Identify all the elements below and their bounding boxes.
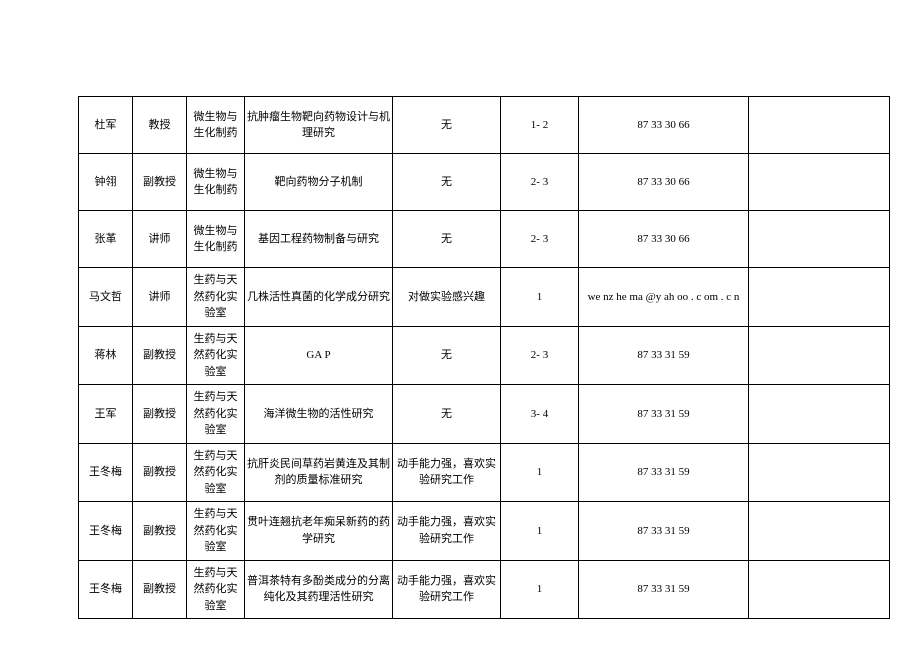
- cell-contact: 87 33 30 66: [579, 154, 749, 211]
- cell-contact: 87 33 31 59: [579, 502, 749, 561]
- cell-slots: 1: [501, 268, 579, 327]
- cell-note: [749, 154, 890, 211]
- cell-name: 王军: [79, 385, 133, 444]
- table-row: 王冬梅 副教授 生药与天然药化实验室 普洱茶特有多酚类成分的分离纯化及其药理活性…: [79, 560, 890, 619]
- cell-title: 副教授: [133, 154, 187, 211]
- cell-req: 动手能力强，喜欢实验研究工作: [393, 560, 501, 619]
- cell-name: 张革: [79, 211, 133, 268]
- cell-topic: 基因工程药物制备与研究: [245, 211, 393, 268]
- table-row: 王冬梅 副教授 生药与天然药化实验室 抗肝炎民间草药岩黄连及其制剂的质量标准研究…: [79, 443, 890, 502]
- cell-req: 动手能力强，喜欢实验研究工作: [393, 502, 501, 561]
- table-row: 蒋林 副教授 生药与天然药化实验室 GA P 无 2- 3 87 33 31 5…: [79, 326, 890, 385]
- cell-dept: 生药与天然药化实验室: [187, 443, 245, 502]
- cell-topic: 靶向药物分子机制: [245, 154, 393, 211]
- cell-note: [749, 268, 890, 327]
- cell-slots: 1: [501, 560, 579, 619]
- cell-req: 动手能力强，喜欢实验研究工作: [393, 443, 501, 502]
- table-row: 王冬梅 副教授 生药与天然药化实验室 贯叶连翘抗老年痴呆新药的药学研究 动手能力…: [79, 502, 890, 561]
- cell-contact: 87 33 31 59: [579, 443, 749, 502]
- cell-dept: 生药与天然药化实验室: [187, 268, 245, 327]
- table-row: 钟翎 副教授 微生物与生化制药 靶向药物分子机制 无 2- 3 87 33 30…: [79, 154, 890, 211]
- cell-slots: 1: [501, 502, 579, 561]
- cell-topic: 几株活性真菌的化学成分研究: [245, 268, 393, 327]
- cell-slots: 3- 4: [501, 385, 579, 444]
- cell-contact: 87 33 31 59: [579, 385, 749, 444]
- cell-topic: 普洱茶特有多酚类成分的分离纯化及其药理活性研究: [245, 560, 393, 619]
- cell-note: [749, 97, 890, 154]
- cell-req: 无: [393, 211, 501, 268]
- cell-slots: 2- 3: [501, 211, 579, 268]
- table-row: 张革 讲师 微生物与生化制药 基因工程药物制备与研究 无 2- 3 87 33 …: [79, 211, 890, 268]
- table-row: 杜军 教授 微生物与生化制药 抗肿瘤生物靶向药物设计与机理研究 无 1- 2 8…: [79, 97, 890, 154]
- cell-req: 无: [393, 326, 501, 385]
- cell-topic: 贯叶连翘抗老年痴呆新药的药学研究: [245, 502, 393, 561]
- cell-topic: 抗肿瘤生物靶向药物设计与机理研究: [245, 97, 393, 154]
- cell-dept: 生药与天然药化实验室: [187, 502, 245, 561]
- page: 杜军 教授 微生物与生化制药 抗肿瘤生物靶向药物设计与机理研究 无 1- 2 8…: [0, 0, 920, 651]
- table-body: 杜军 教授 微生物与生化制药 抗肿瘤生物靶向药物设计与机理研究 无 1- 2 8…: [79, 97, 890, 619]
- table-row: 马文哲 讲师 生药与天然药化实验室 几株活性真菌的化学成分研究 对做实验感兴趣 …: [79, 268, 890, 327]
- cell-dept: 生药与天然药化实验室: [187, 560, 245, 619]
- cell-contact: 87 33 30 66: [579, 211, 749, 268]
- cell-contact: 87 33 30 66: [579, 97, 749, 154]
- cell-req: 无: [393, 385, 501, 444]
- cell-title: 副教授: [133, 560, 187, 619]
- cell-note: [749, 443, 890, 502]
- cell-slots: 2- 3: [501, 326, 579, 385]
- cell-name: 王冬梅: [79, 502, 133, 561]
- cell-name: 杜军: [79, 97, 133, 154]
- cell-title: 副教授: [133, 443, 187, 502]
- cell-note: [749, 326, 890, 385]
- cell-title: 讲师: [133, 268, 187, 327]
- cell-dept: 生药与天然药化实验室: [187, 385, 245, 444]
- cell-req: 无: [393, 97, 501, 154]
- table-row: 王军 副教授 生药与天然药化实验室 海洋微生物的活性研究 无 3- 4 87 3…: [79, 385, 890, 444]
- cell-title: 副教授: [133, 502, 187, 561]
- cell-note: [749, 502, 890, 561]
- faculty-table: 杜军 教授 微生物与生化制药 抗肿瘤生物靶向药物设计与机理研究 无 1- 2 8…: [78, 96, 890, 619]
- cell-title: 副教授: [133, 385, 187, 444]
- cell-name: 马文哲: [79, 268, 133, 327]
- cell-req: 对做实验感兴趣: [393, 268, 501, 327]
- cell-name: 钟翎: [79, 154, 133, 211]
- cell-name: 王冬梅: [79, 560, 133, 619]
- cell-name: 蒋林: [79, 326, 133, 385]
- cell-dept: 生药与天然药化实验室: [187, 326, 245, 385]
- cell-dept: 微生物与生化制药: [187, 97, 245, 154]
- cell-contact: we nz he ma @y ah oo . c om . c n: [579, 268, 749, 327]
- cell-dept: 微生物与生化制药: [187, 211, 245, 268]
- cell-note: [749, 385, 890, 444]
- cell-slots: 1- 2: [501, 97, 579, 154]
- cell-slots: 2- 3: [501, 154, 579, 211]
- cell-contact: 87 33 31 59: [579, 560, 749, 619]
- cell-name: 王冬梅: [79, 443, 133, 502]
- cell-contact: 87 33 31 59: [579, 326, 749, 385]
- cell-slots: 1: [501, 443, 579, 502]
- cell-topic: 海洋微生物的活性研究: [245, 385, 393, 444]
- cell-req: 无: [393, 154, 501, 211]
- cell-note: [749, 211, 890, 268]
- cell-topic: GA P: [245, 326, 393, 385]
- cell-dept: 微生物与生化制药: [187, 154, 245, 211]
- cell-topic: 抗肝炎民间草药岩黄连及其制剂的质量标准研究: [245, 443, 393, 502]
- cell-title: 讲师: [133, 211, 187, 268]
- cell-title: 副教授: [133, 326, 187, 385]
- cell-note: [749, 560, 890, 619]
- cell-title: 教授: [133, 97, 187, 154]
